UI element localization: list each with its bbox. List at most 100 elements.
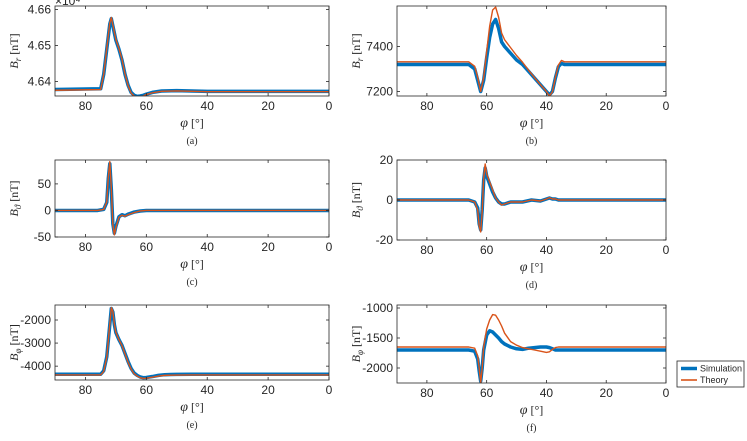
y-axis-label-subscript: ϑ [355, 206, 365, 211]
x-tick-label: 20 [600, 386, 614, 400]
plot-frame [396, 304, 667, 384]
legend: Simulation Theory [676, 360, 745, 388]
x-axis-label-unit: [°] [527, 403, 543, 417]
panel-a: 80 60 40 20 0 4.64 4.65 4.66×10⁴ Br [nT] φ [°] (a) [7, 0, 333, 147]
x-axis-label: φ [°] [180, 400, 204, 415]
legend-box [676, 360, 745, 388]
x-tick-label: 60 [140, 383, 154, 397]
y-axis-label-symbol: B [349, 210, 363, 218]
series-line-theory [55, 306, 329, 380]
panel-caption: (f) [527, 423, 537, 434]
y-axis-label: Bφ [nT] [7, 324, 23, 361]
x-tick-label: 40 [540, 386, 554, 400]
y-axis-label-subscript: r [13, 57, 23, 61]
panel-d: 80 60 40 20 0 -20 0 20 Bϑ [nT] φ [°] (d) [349, 153, 670, 291]
x-tick-label: 40 [201, 383, 215, 397]
y-tick-label: 4.65 [28, 39, 52, 53]
series-line-simulation [397, 17, 666, 96]
y-tick-label: 7200 [366, 85, 393, 99]
y-axis-label-subscript: φ [355, 350, 365, 355]
y-axis-label-unit: [nT] [349, 326, 363, 350]
series-line-theory [55, 160, 329, 236]
x-axis-label: φ [°] [520, 116, 544, 131]
x-tick-label: 0 [663, 386, 670, 400]
series-line-simulation [55, 161, 329, 236]
x-axis-label-symbol: φ [520, 260, 528, 275]
y-axis-label: Bφ [nT] [349, 326, 365, 363]
plot-frame [54, 5, 330, 97]
x-tick-label: 0 [326, 99, 333, 113]
y-axis-label-symbol: B [7, 209, 21, 217]
x-tick-label: 0 [663, 243, 670, 257]
series-line-theory [55, 16, 329, 96]
panel-caption: (e) [186, 420, 197, 431]
panel-c: 80 60 40 20 0 -50 0 50 Bϑ [nT] φ [°] (c) [7, 159, 333, 288]
y-axis-label-unit: [nT] [7, 180, 21, 204]
x-axis-label-unit: [°] [188, 116, 204, 130]
x-tick-label: 80 [420, 243, 434, 257]
x-axis-label-symbol: φ [180, 400, 188, 415]
y-tick-label: -4000 [20, 359, 51, 373]
panel-caption: (b) [526, 136, 538, 147]
x-tick-label: 80 [420, 386, 434, 400]
x-axis-label-symbol: φ [520, 403, 528, 418]
x-tick-label: 80 [79, 240, 93, 254]
x-axis-label: φ [°] [520, 403, 544, 418]
series-line-simulation [55, 306, 329, 380]
series-line-theory [397, 163, 666, 233]
y-axis-label: Bϑ [nT] [7, 180, 23, 216]
x-tick-label: 20 [261, 99, 275, 113]
x-tick-label: 0 [326, 240, 333, 254]
legend-label-theory: Theory [700, 375, 729, 385]
y-axis-label: Bϑ [nT] [349, 182, 365, 218]
y-tick-label: -3000 [20, 336, 51, 350]
x-axis-label-unit: [°] [188, 257, 204, 271]
x-tick-label: 60 [480, 386, 494, 400]
x-axis-label-symbol: φ [520, 116, 528, 131]
x-axis-label-symbol: φ [180, 257, 188, 272]
x-tick-label: 0 [326, 383, 333, 397]
x-tick-label: 20 [600, 99, 614, 113]
y-tick-label: -1000 [362, 301, 393, 315]
y-axis-label-symbol: B [7, 61, 21, 69]
y-axis-label-unit: [nT] [7, 33, 21, 57]
y-tick-label: -2000 [20, 313, 51, 327]
y-tick-label: 0 [386, 193, 393, 207]
x-tick-label: 40 [201, 240, 215, 254]
y-tick-label: -1500 [362, 331, 393, 345]
y-tick-label: -20 [376, 233, 394, 247]
y-axis-label-unit: [nT] [7, 324, 21, 348]
y-axis-label: Br [nT] [349, 33, 365, 68]
y-axis-label-unit: [nT] [349, 33, 363, 57]
y-axis-label-subscript: r [355, 57, 365, 61]
y-tick-label: 7400 [366, 40, 393, 54]
y-axis-label-subscript: ϑ [13, 204, 23, 209]
y-axis-label: Br [nT] [7, 33, 23, 68]
y-tick-label: 0 [44, 203, 51, 217]
plot-frame [54, 159, 330, 238]
y-tick-label: 4.66 [28, 3, 52, 17]
x-tick-label: 80 [79, 383, 93, 397]
x-tick-label: 40 [201, 99, 215, 113]
panel-caption: (d) [526, 280, 538, 291]
series-line-simulation [55, 16, 329, 96]
panel-caption: (c) [186, 277, 197, 288]
x-axis-label-symbol: φ [180, 116, 188, 131]
x-tick-label: 20 [600, 243, 614, 257]
x-tick-label: 60 [480, 99, 494, 113]
x-tick-label: 40 [540, 99, 554, 113]
x-axis-label-unit: [°] [527, 260, 543, 274]
plot-frame [396, 5, 667, 97]
x-axis-label: φ [°] [180, 116, 204, 131]
x-tick-label: 20 [261, 383, 275, 397]
y-axis-label-unit: [nT] [349, 182, 363, 206]
x-axis-label-unit: [°] [188, 400, 204, 414]
y-axis-label-symbol: B [349, 354, 363, 362]
x-tick-label: 80 [79, 99, 93, 113]
plot-frame [54, 304, 330, 381]
